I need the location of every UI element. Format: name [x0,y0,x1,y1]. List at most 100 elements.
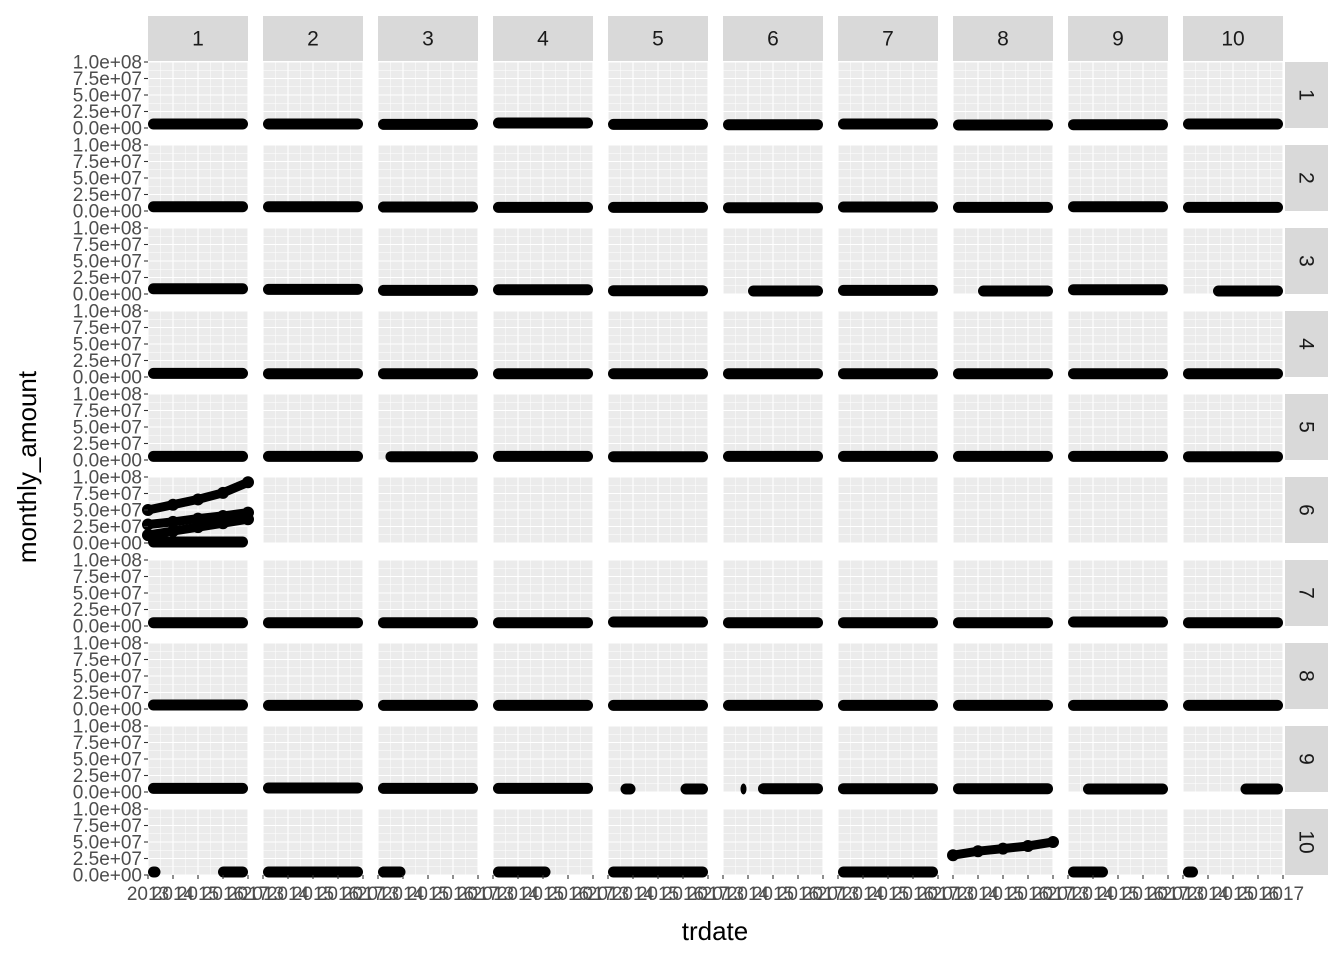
y-tick-label: 7.5e+07 [73,650,142,671]
facet-panel [377,393,479,463]
data-point-band [723,617,823,629]
facet-panel [607,476,709,544]
facet-panel [837,144,939,213]
facet-panel [952,559,1054,629]
data-point-band [148,699,248,711]
x-tick-label: 2015 [982,884,1024,905]
facet-panel [1067,725,1169,795]
x-tick-label: 2016 [777,884,819,905]
y-tick-label: 2.5e+07 [73,185,142,206]
column-strip [1068,16,1168,61]
facet-panel [492,393,594,462]
data-point-band [263,450,363,462]
data-point-band [263,368,363,380]
y-tick-label: 2.5e+07 [73,766,142,787]
facet-panel [607,310,709,380]
x-tick-label: 2015 [752,884,794,905]
facet-panel [722,227,824,297]
data-point-band [493,284,593,296]
y-tick-label: 2.5e+07 [73,351,142,372]
y-tick-label: 2.5e+07 [73,434,142,455]
x-axis-title: trdate [682,916,749,946]
data-point-band [493,368,593,380]
x-tick-label: 2013 [1162,884,1204,905]
facet-panels [142,61,1284,878]
row-strip [1285,726,1328,792]
data-point-band [378,699,478,711]
facet-panel [952,725,1054,795]
data-point [947,849,959,862]
data-point-band [953,783,1053,795]
facet-panel [377,144,479,213]
x-tick-label: 2016 [432,884,474,905]
facet-panel [262,559,364,629]
data-point-band [608,699,708,711]
row-strip-label: 1 [1295,89,1318,101]
x-tick-label: 2014 [497,884,540,905]
column-strip-label: 8 [997,28,1009,51]
data-point-band [608,285,708,297]
row-strip-label: 8 [1295,670,1318,682]
x-tick-label: 2017 [457,884,499,905]
facet-panel [1067,808,1169,878]
facet-panel [952,476,1054,544]
x-tick-label: 2013 [817,884,859,905]
y-tick-label: 1.0e+08 [73,800,142,821]
data-point-band [263,617,363,629]
data-point-band [953,617,1053,629]
facet-panel [837,227,939,296]
y-tick-label: 7.5e+07 [73,152,142,173]
facet-panel [1182,642,1284,711]
data-point-band [263,118,363,130]
facet-panel [837,310,939,380]
facet-panel [262,61,364,130]
facet-panel [262,642,364,711]
facet-panel [1182,227,1284,297]
data-point-band [148,782,248,794]
data-point-band [608,616,708,628]
facet-panel [262,808,364,878]
column-strip-label: 4 [537,28,549,51]
facet-panel [492,144,594,213]
x-tick-label: 2016 [892,884,934,905]
x-tick-label: 2016 [662,884,704,905]
facet-panel [1067,476,1169,544]
row-strip-label: 6 [1295,504,1318,516]
facet-panel [722,144,824,214]
facet-panel [377,476,479,544]
data-point-band [493,866,551,878]
data-point-band [1183,866,1198,878]
y-tick-label: 7.5e+07 [73,318,142,339]
x-tick-label: 2016 [1007,884,1049,905]
y-tick-label: 0.0e+00 [73,866,142,887]
facet-panel [377,61,479,130]
y-tick-label: 5.0e+07 [73,667,142,688]
row-strip-label: 10 [1295,830,1318,853]
y-tick-label: 7.5e+07 [73,733,142,754]
y-tick-label: 5.0e+07 [73,501,142,522]
x-tick-label: 2015 [522,884,564,905]
facet-panel [377,725,479,794]
column-strip-label: 10 [1221,28,1244,51]
x-tick-label: 2017 [1032,884,1074,905]
data-point-band [608,118,708,130]
data-point-band [723,119,823,131]
facet-panel [1182,808,1284,878]
facet-panel [607,725,709,795]
facet-panel [1182,725,1284,795]
facet-panel [492,559,594,629]
data-point-band [493,617,593,629]
facet-panel [1067,310,1169,380]
facet-panel [1182,144,1284,213]
facet-panel [262,725,364,794]
y-tick-label: 0.0e+00 [73,451,142,472]
y-tick-label: 0.0e+00 [73,285,142,306]
data-point-band [493,450,593,462]
facet-panel [377,559,479,629]
data-point [1022,839,1034,852]
y-tick-label: 7.5e+07 [73,401,142,422]
data-point-band [608,201,708,213]
y-tick-label: 5.0e+07 [73,833,142,854]
column-strips: 1 2 3 4 5 6 7 8 9 10 [148,16,1283,61]
x-tick-label: 2017 [572,884,614,905]
